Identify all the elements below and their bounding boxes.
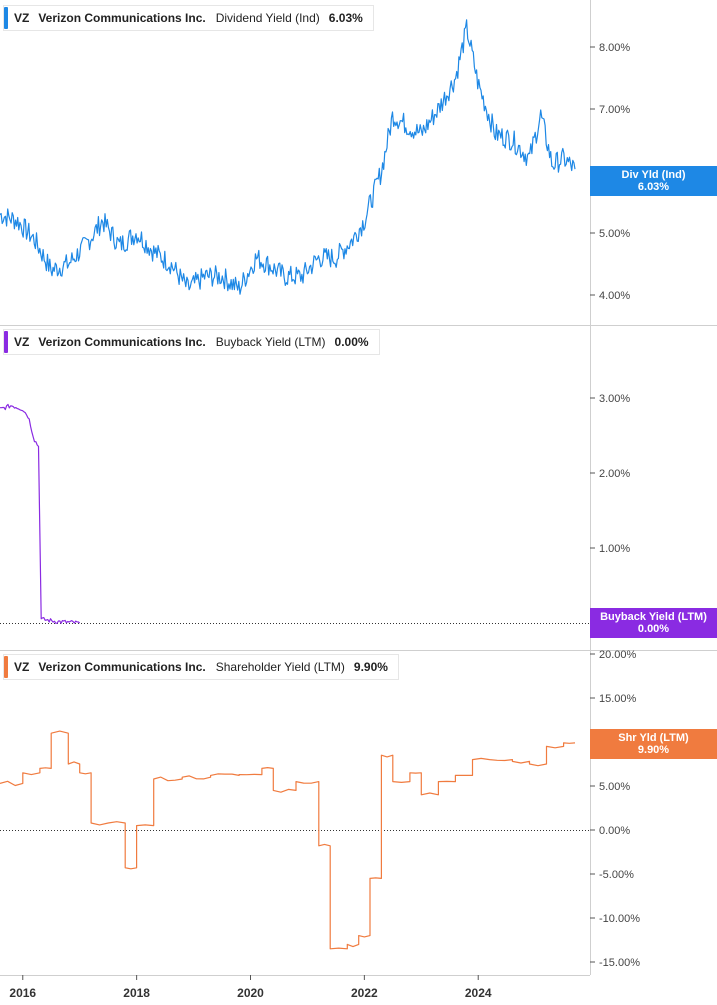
series-color-swatch (4, 656, 8, 678)
y-tick-label: -10.00% (599, 913, 640, 925)
y-tick-label: 2.00% (599, 468, 630, 480)
last-value-tag-shareholder: Shr Yld (LTM) 9.90% (590, 729, 717, 759)
series-line-dividend-yield-ind- (0, 19, 576, 295)
legend-company: Verizon Communications Inc. (38, 660, 206, 674)
legend-value: 0.00% (334, 335, 369, 349)
legend-dividend-yield: VZ Verizon Communications Inc. Dividend … (3, 5, 374, 31)
last-value-tag-dividend: Div Yld (Ind) 6.03% (590, 166, 717, 196)
legend-value: 6.03% (328, 11, 363, 25)
legend-ticker: VZ (14, 11, 30, 25)
y-tick-label: 5.00% (599, 228, 630, 240)
tag-label: Shr Yld (LTM) (618, 732, 689, 744)
y-tick-label: 4.00% (599, 290, 630, 302)
legend-ticker: VZ (14, 335, 30, 349)
x-tick-label: 2024 (465, 986, 492, 1000)
y-tick-label: -15.00% (599, 957, 640, 969)
y-tick-label: 7.00% (599, 104, 630, 116)
series-line-shareholder-yield-ltm- (0, 730, 576, 950)
y-tick-label: 3.00% (599, 393, 630, 405)
y-tick-label: 8.00% (599, 42, 630, 54)
legend-shareholder-yield: VZ Verizon Communications Inc. Sharehold… (3, 654, 399, 680)
legend-company: Verizon Communications Inc. (38, 335, 206, 349)
legend-buyback-yield: VZ Verizon Communications Inc. Buyback Y… (3, 329, 380, 355)
x-tick-label: 2018 (123, 986, 150, 1000)
series-line-buyback-yield-ltm- (0, 403, 81, 624)
series-color-swatch (4, 7, 8, 29)
legend-value: 9.90% (353, 660, 388, 674)
y-tick-label: 5.00% (599, 781, 630, 793)
legend-ticker: VZ (14, 660, 30, 674)
x-tick-label: 2016 (9, 986, 36, 1000)
tag-label: Div Yld (Ind) (621, 169, 686, 181)
tag-value: 9.90% (637, 744, 670, 756)
tag-value: 6.03% (637, 181, 670, 193)
legend-company: Verizon Communications Inc. (38, 11, 206, 25)
y-tick-label: 1.00% (599, 543, 630, 555)
y-tick-label: 20.00% (599, 649, 637, 661)
x-tick-label: 2020 (237, 986, 264, 1000)
y-tick-label: 15.00% (599, 693, 637, 705)
legend-metric: Shareholder Yield (LTM) (215, 660, 345, 674)
y-tick-label: 0.00% (599, 825, 630, 837)
x-tick-label: 2022 (351, 986, 378, 1000)
series-color-swatch (4, 331, 8, 353)
tag-value: 0.00% (637, 623, 670, 635)
legend-metric: Buyback Yield (LTM) (215, 335, 326, 349)
last-value-tag-buyback: Buyback Yield (LTM) 0.00% (590, 608, 717, 638)
tag-label: Buyback Yield (LTM) (600, 611, 707, 623)
legend-metric: Dividend Yield (Ind) (215, 11, 320, 25)
y-tick-label: -5.00% (599, 869, 634, 881)
